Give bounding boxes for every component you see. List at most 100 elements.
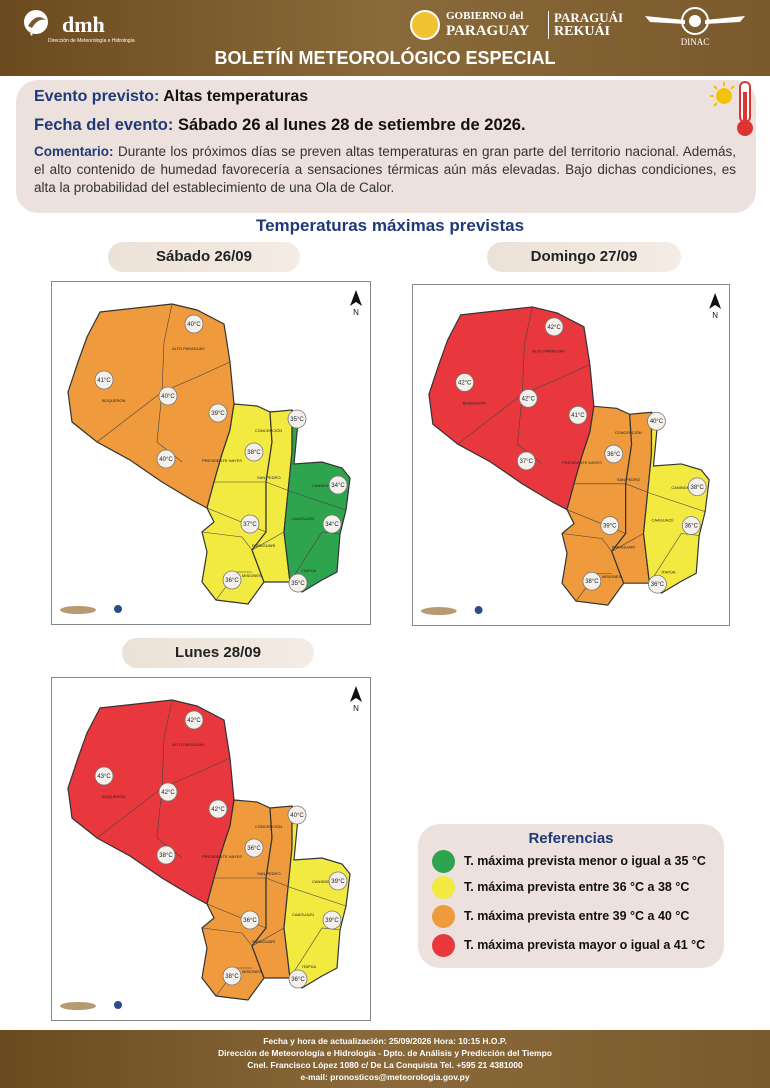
department-name: PARAGUARÍ [252, 939, 276, 944]
temperature-label: 42°C [211, 807, 225, 813]
temperature-marker [687, 477, 707, 497]
department-name: PRESIDENTE HAYES [562, 460, 602, 465]
department-name: ALTO PARAGUAY [172, 742, 205, 747]
department-border [96, 361, 231, 443]
department-name: BOQUERÓN [102, 398, 125, 403]
department-border [215, 967, 252, 997]
temperature-marker [544, 317, 564, 337]
north-arrow-icon [350, 290, 362, 306]
legend-color-dot [432, 934, 455, 957]
temperature-label: 40°C [650, 419, 664, 425]
temperature-marker [455, 373, 475, 392]
temperature-label: 42°C [547, 325, 561, 331]
temperature-label: 35°C [291, 581, 305, 587]
temperature-marker [184, 314, 204, 334]
temperature-marker [516, 451, 536, 471]
event-type-label: Evento previsto: [34, 88, 160, 105]
event-date-line: Fecha del evento: Sábado 26 al lunes 28 … [34, 116, 526, 135]
temperature-label: 36°C [607, 452, 621, 458]
temperature-marker [244, 442, 264, 462]
department-border [201, 927, 253, 947]
chaco-region [67, 699, 235, 905]
department-name: CAAGUAZÚ [652, 518, 674, 523]
dinac-logo: DINAC [640, 4, 750, 48]
department-name: SAN PEDRO [617, 477, 640, 482]
dinac-mini-logo-icon [420, 607, 457, 615]
temperature-label: 39°C [331, 879, 345, 885]
temperature-marker [328, 871, 348, 891]
dmh-mini-logo-icon [114, 1001, 122, 1009]
footer-department: Dirección de Meteorología e Hidrología -… [218, 1048, 552, 1058]
department-name: CAAGUAZÚ [292, 912, 314, 917]
temperature-marker [184, 710, 204, 730]
department-name: CONCEPCIÓN [255, 428, 282, 433]
temperature-label: 39°C [325, 918, 339, 924]
event-date-label: Fecha del evento: [34, 116, 174, 134]
department-border [575, 572, 612, 602]
department-name: ALTO PARAGUAY [532, 349, 565, 354]
temperature-marker [240, 514, 260, 534]
legend-text: T. máxima prevista mayor o igual a 41 °C [464, 938, 706, 952]
header-bar: dmh Dirección de Meteorología e Hidrolog… [0, 0, 770, 76]
department-border [289, 927, 341, 979]
north-arrow-icon [709, 293, 722, 309]
legend-color-dot [432, 850, 455, 873]
department-border [251, 531, 285, 551]
temperature-label: 42°C [458, 380, 472, 386]
department-name: SAN PEDRO [257, 475, 281, 480]
department-border [265, 877, 347, 907]
temperature-label: 36°C [651, 582, 665, 588]
department-border [562, 533, 612, 552]
temperature-label: 39°C [603, 524, 617, 530]
event-info-box: Evento previsto: Altas temperaturas Fech… [16, 80, 756, 213]
section-title: Temperaturas máximas previstas [255, 216, 525, 235]
map-saturday: ALTO PARAGUAY BOQUERÓN PRESIDENTE HAYES CON… [51, 281, 371, 625]
day-label-monday: Lunes 28/09 [122, 638, 314, 668]
department-name: ITAPÚA [302, 568, 316, 573]
footer-bar: Fecha y hora de actualización: 25/09/202… [0, 1030, 770, 1088]
department-name: SAN PEDRO [257, 871, 281, 876]
temperature-marker [681, 516, 701, 535]
department-name: PARAGUARÍ [612, 544, 636, 549]
temperature-marker [94, 766, 114, 786]
department-border [625, 483, 706, 512]
department-name: ITAPÚA [661, 569, 675, 574]
temperature-label: 36°C [247, 846, 261, 852]
department-name: MISIONES [602, 574, 622, 579]
dmh-logo-text: dmh [62, 12, 105, 37]
temperature-label: 39°C [211, 411, 225, 417]
temperature-label: 41°C [571, 413, 585, 419]
north-label: N [712, 311, 718, 320]
rekuai-line1: PARAGUÁI [554, 10, 624, 25]
department-name: CANINDEYÚ [312, 879, 336, 884]
temperature-label: 37°C [520, 459, 534, 465]
gov-line2: PARAGUAY [446, 23, 530, 39]
temperature-label: 42°C [187, 718, 201, 724]
department-border [611, 533, 644, 552]
dmh-swirl-icon [24, 10, 48, 36]
temperature-label: 36°C [243, 918, 257, 924]
department-name: BOQUERÓN [463, 400, 486, 405]
footer-update-time: Fecha y hora de actualización: 25/09/202… [263, 1036, 507, 1046]
temperature-label: 41°C [97, 378, 111, 384]
event-type-line: Evento previsto: Altas temperaturas [34, 88, 308, 106]
temperature-marker [647, 411, 666, 431]
temperature-marker [94, 370, 114, 390]
gov-line1: GOBIERNO del [446, 10, 524, 22]
footer-address: Cnel. Francisco López 1080 c/ De La Conq… [247, 1060, 523, 1070]
temperature-label: 43°C [97, 774, 111, 780]
temperature-marker [287, 805, 307, 825]
comment-text: Durante los próximos días se preven alta… [34, 144, 736, 195]
map-svg: ALTO PARAGUAY BOQUERÓN PRESIDENTE HAYES CON… [60, 686, 362, 1010]
day-label-sunday: Domingo 27/09 [487, 242, 681, 272]
logo-separator [548, 11, 549, 39]
department-border [251, 927, 285, 947]
temperature-marker [600, 516, 620, 535]
temperature-marker [518, 389, 538, 408]
temperature-label: 38°C [247, 450, 261, 456]
department-name: PARAGUARÍ [252, 543, 276, 548]
rekuai-line2: REKUÁI [554, 24, 611, 39]
temperature-marker [322, 514, 342, 534]
temperature-label: 42°C [522, 396, 536, 402]
department-name: MISIONES [242, 573, 262, 578]
